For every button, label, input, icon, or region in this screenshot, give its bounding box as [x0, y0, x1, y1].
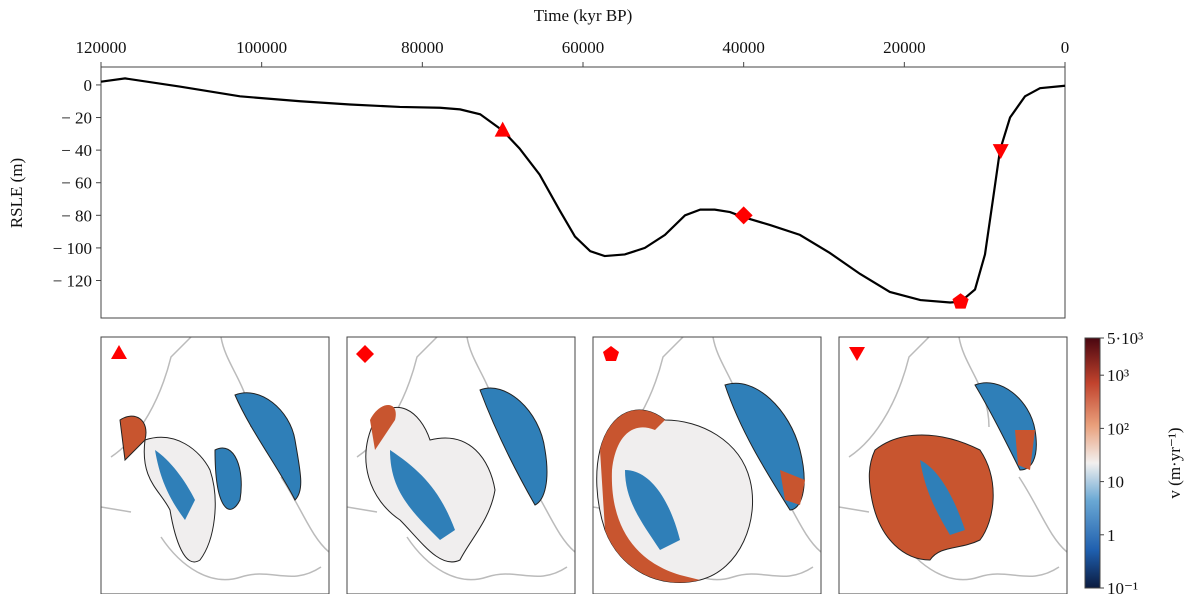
- x-tick-label: 100000: [236, 38, 287, 57]
- map-panel: [101, 337, 329, 594]
- x-tick-label: 60000: [562, 38, 605, 57]
- y-tick-label: 0: [84, 76, 93, 95]
- x-tick-label: 0: [1061, 38, 1070, 57]
- map-panel: [347, 337, 575, 594]
- y-tick-label: − 40: [61, 141, 92, 160]
- colorbar-tick-label: 5·10³: [1107, 329, 1143, 348]
- map-panel: [593, 337, 821, 594]
- marker: [734, 206, 753, 225]
- y-axis-title: RSLE (m): [7, 158, 26, 228]
- line-plot: 120000 100000 80000 60000 40000 20000 0 0 − 20 − …: [53, 38, 1070, 309]
- y-tick-label: − 20: [61, 109, 92, 128]
- colorbar-title: v (m·yr⁻¹): [1165, 427, 1184, 498]
- panel-symbols: [111, 345, 865, 363]
- x-axis-title: Time (kyr BP): [534, 6, 633, 25]
- x-tick-label: 120000: [76, 38, 127, 57]
- y-tick-label: − 80: [61, 206, 92, 225]
- y-tick-label: − 120: [53, 272, 92, 291]
- x-tick-label: 80000: [401, 38, 444, 57]
- colorbar-tick-label: 10²: [1107, 419, 1129, 438]
- y-tick-label: − 60: [61, 174, 92, 193]
- marker: [494, 121, 511, 137]
- plot-frame: [100, 66, 1066, 319]
- colorbar-tick-label: 10⁻¹: [1107, 579, 1138, 594]
- colorbar-tick-label: 1: [1107, 526, 1116, 545]
- colorbar-tick-label: 10: [1107, 473, 1124, 492]
- colorbar-tick-label: 10³: [1107, 366, 1129, 385]
- y-tick-label: − 100: [53, 239, 92, 258]
- map-panel: [839, 337, 1067, 594]
- marker: [952, 293, 969, 309]
- marker: [992, 144, 1009, 160]
- x-tick-label: 20000: [883, 38, 926, 57]
- colorbar: [1084, 337, 1101, 589]
- rsle-line: [100, 77, 1066, 304]
- x-tick-label: 40000: [722, 38, 765, 57]
